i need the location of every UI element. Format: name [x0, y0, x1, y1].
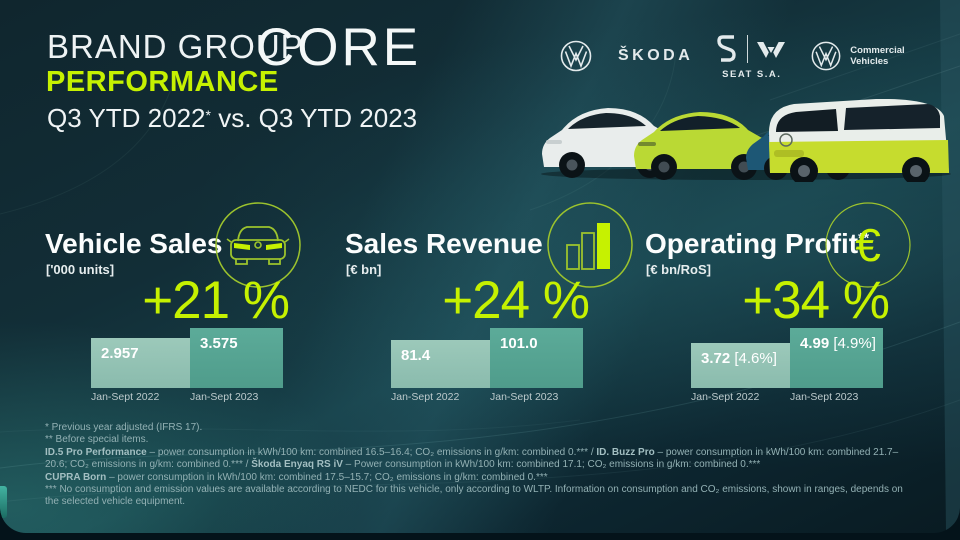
title-brand-group: BRAND GROUP — [47, 28, 304, 65]
vw-commercial-vehicles-logo: Commercial Vehicles — [810, 40, 905, 72]
footnote-line: 20.6; CO₂ emissions in g/km: combined 0.… — [45, 459, 761, 471]
kpi-change-percent: +24 % — [442, 271, 590, 330]
title-core: CORE — [256, 18, 422, 77]
bar-2023: 101.0 — [490, 328, 583, 388]
svg-text:€: € — [855, 219, 881, 271]
kpi-title: Sales Revenue — [345, 228, 543, 259]
footnote-line: * Previous year adjusted (IFRS 17). — [45, 422, 203, 433]
kpi-category-labels: Jan-Sept 2022 Jan-Sept 2023 — [91, 391, 259, 403]
kpi-title: Operating Profit** — [645, 228, 870, 259]
kpi-unit: ['000 units] — [46, 262, 115, 277]
kpi-bar-chart: 2.957 3.575 — [91, 328, 283, 388]
bar-2022: 2.957 — [91, 338, 190, 388]
kpi-title: Vehicle Sales — [45, 228, 223, 259]
footnotes: * Previous year adjusted (IFRS 17). ** B… — [45, 422, 945, 509]
kpi-unit: [€ bn] — [346, 262, 382, 277]
title-performance: PERFORMANCE — [46, 66, 279, 98]
kpi-operating-profit: Operating Profit** [€ bn/RoS] € +34 % 3.… — [645, 200, 911, 410]
footnote-line: ID.5 Pro Performance – power consumption… — [45, 446, 899, 458]
car-icon — [214, 201, 302, 289]
euro-icon: € — [824, 201, 912, 289]
vw-cv-logo-icon — [811, 41, 841, 71]
seat-sa-logo: SEAT S.A. — [717, 33, 786, 80]
vehicle-lineup-image — [541, 98, 951, 182]
kpi-bar-chart: 81.4 101.0 — [391, 328, 583, 388]
kpi-unit: [€ bn/RoS] — [646, 262, 711, 277]
footnote-line: *** No consumption and emission values a… — [45, 484, 903, 496]
subtitle-period: Q3 YTD 2022* vs. Q3 YTD 2023 — [47, 103, 418, 133]
subtitle-footnote-marker: * — [205, 107, 211, 123]
kpi-change-percent: +34 % — [742, 271, 890, 330]
kpi-category-labels: Jan-Sept 2022 Jan-Sept 2023 — [691, 391, 859, 403]
car-id-buzz — [769, 98, 949, 182]
bar-2022: 3.72 [4.6%] — [691, 343, 790, 388]
logo-divider — [747, 34, 749, 63]
brand-logo-bar: ŠKODA SEAT S.A. Commercial Veh — [556, 28, 905, 84]
kpi-change-percent: +21 % — [142, 271, 290, 330]
bar-2023: 3.575 — [190, 328, 283, 388]
cupra-logo-icon — [757, 41, 786, 58]
footnote-line: CUPRA Born – power consumption in kWh/10… — [45, 471, 548, 483]
bar-chart-icon — [546, 201, 634, 289]
kpi-category-labels: Jan-Sept 2022 Jan-Sept 2023 — [391, 391, 559, 403]
kpi-sales-revenue: Sales Revenue [€ bn] +24 % 81.4 101.0 Ja… — [345, 200, 633, 410]
car-enyaq — [634, 112, 772, 180]
kpi-vehicle-sales: Vehicle Sales ['000 units] +21 % 2.957 3… — [45, 200, 301, 410]
seat-logo-icon — [717, 34, 736, 62]
vw-logo-icon — [556, 39, 596, 73]
bar-2023: 4.99 [4.9%] — [790, 328, 883, 388]
skoda-logo: ŠKODA — [618, 47, 694, 64]
footnote-line: the selected vehicle equipment. — [45, 496, 186, 508]
seat-sa-label: SEAT S.A. — [722, 68, 782, 80]
kpi-bar-chart: 3.72 [4.6%] 4.99 [4.9%] — [691, 328, 883, 388]
bar-2022: 81.4 — [391, 340, 490, 388]
left-edge-accent — [0, 486, 7, 518]
footnote-line: ** Before special items. — [45, 434, 149, 446]
